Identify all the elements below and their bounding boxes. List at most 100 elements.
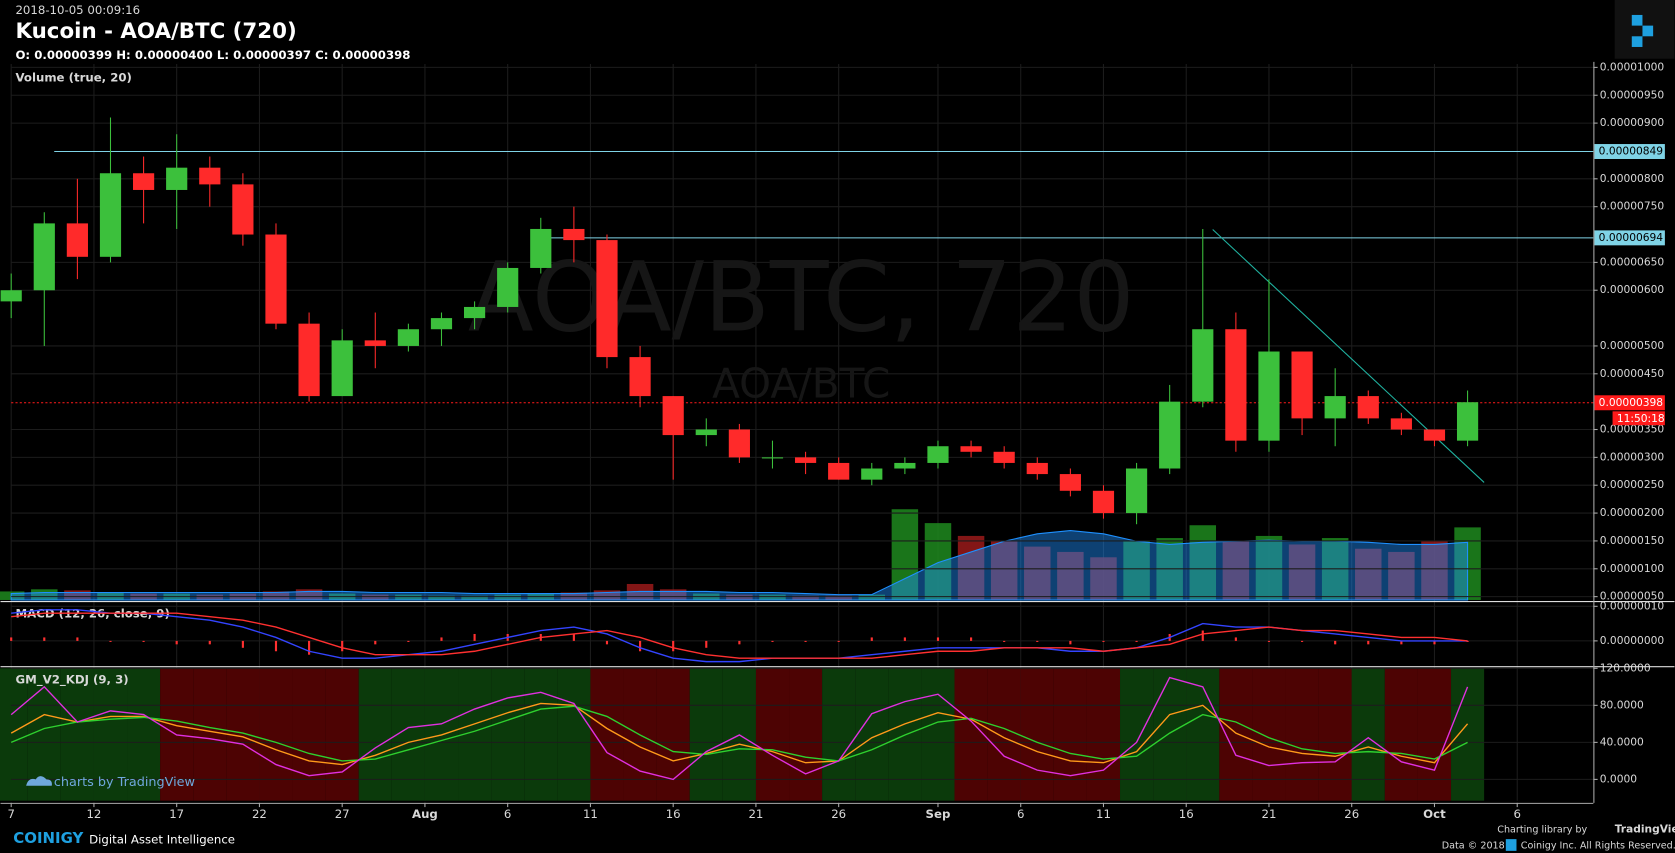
candle-body <box>728 429 750 458</box>
macd-histogram <box>109 640 112 642</box>
x-tick-label: 26 <box>1344 807 1359 821</box>
last-price-bg <box>1594 395 1665 411</box>
macd-histogram <box>1036 640 1039 642</box>
macd-histogram <box>837 640 840 642</box>
y-tick-label: 0.00000150 <box>1600 534 1665 547</box>
coinigy-mini-logo <box>1505 839 1517 851</box>
volume-bar <box>1421 541 1448 600</box>
macd-histogram <box>208 640 211 645</box>
candle-body <box>1258 351 1280 441</box>
kdj-band <box>689 668 723 801</box>
y-tick-label: 120.0000 <box>1600 661 1651 674</box>
candle-body <box>530 228 552 268</box>
price-label: 0.00000694 <box>1599 231 1664 244</box>
badge-icon <box>26 776 52 786</box>
logo <box>1614 0 1675 59</box>
candle-body <box>232 184 254 235</box>
kdj-band <box>60 668 94 801</box>
price-label-bg <box>1594 230 1665 246</box>
volume-bar <box>262 591 290 600</box>
kdj-band <box>292 668 326 801</box>
candle-body <box>894 462 916 469</box>
macd-histogram <box>1367 640 1370 645</box>
x-tick-label: 22 <box>252 807 267 821</box>
macd-histogram <box>175 640 178 645</box>
candle-body <box>331 340 353 397</box>
macd-histogram <box>903 637 906 641</box>
volume-bar <box>1222 541 1250 600</box>
candle-body <box>199 167 221 185</box>
kdj-band <box>1417 668 1452 801</box>
macd-histogram <box>440 637 443 641</box>
pane-title: GM_V2_KDJ (9, 3) <box>15 673 128 688</box>
kdj-band <box>93 668 128 801</box>
macd-histogram <box>1234 637 1237 641</box>
volume-bar <box>858 594 886 600</box>
kdj-band <box>921 668 955 801</box>
candle-body <box>1026 462 1048 475</box>
brand: COINIGY <box>13 829 83 847</box>
candle-body <box>0 290 22 302</box>
x-tick-label: Sep <box>926 807 951 821</box>
macd-histogram <box>1102 640 1105 642</box>
macd-histogram <box>738 640 741 645</box>
x-tick-label: 17 <box>169 807 184 821</box>
candle-body <box>66 223 88 257</box>
indicator-line <box>11 609 1468 663</box>
candle-body <box>463 306 486 319</box>
badge-text: charts by TradingView <box>54 775 195 790</box>
y-tick-label: 0.00000450 <box>1600 367 1665 380</box>
volume-bar <box>395 594 422 600</box>
volume-bar <box>792 595 819 600</box>
candle-body <box>861 468 883 480</box>
candle-body <box>563 228 585 241</box>
volume-bar <box>196 594 224 600</box>
indicator-line <box>10 702 1469 766</box>
candle-body <box>761 457 784 459</box>
kdj-band <box>987 668 1021 801</box>
kdj-band <box>1252 668 1286 801</box>
countdown: 11:50:18 <box>1617 412 1665 425</box>
candle-body <box>298 323 320 397</box>
y-tick-label: 0.00000000 <box>1600 634 1665 647</box>
macd-histogram <box>1301 640 1304 642</box>
x-tick-label: 11 <box>583 807 598 821</box>
kdj-band <box>1053 668 1087 801</box>
candle-body <box>1324 396 1346 419</box>
watermark-sub: AOA/BTC <box>712 359 890 407</box>
volume-bar <box>825 595 852 600</box>
kdj-band <box>755 668 790 801</box>
candle-body <box>1225 329 1247 441</box>
volume-bar <box>924 523 952 600</box>
last-price-label: 0.00000398 <box>1599 396 1664 409</box>
macd-histogram <box>572 633 575 641</box>
candle-body <box>1125 468 1148 514</box>
kdj-band <box>855 668 889 801</box>
candle-body <box>1423 429 1446 441</box>
pane-title: Volume (true, 20) <box>15 70 131 84</box>
kdj-band <box>557 668 591 801</box>
candle-body <box>497 267 519 307</box>
candle-body <box>1390 418 1412 430</box>
x-tick-label: 6 <box>1017 807 1024 821</box>
kdj-band <box>524 668 558 801</box>
volume-bar <box>64 590 91 600</box>
x-tick-label: 16 <box>666 807 681 821</box>
macd-histogram <box>1135 640 1138 642</box>
volume-bar <box>31 589 58 600</box>
macd-histogram <box>771 640 774 642</box>
y-tick-label: 0.00000750 <box>1600 200 1665 213</box>
logo-block <box>1631 14 1643 26</box>
volume-bar <box>494 594 521 600</box>
kdj-band <box>325 668 359 801</box>
volume-bar <box>1388 551 1415 600</box>
y-tick-label: 0.00001000 <box>1600 60 1665 73</box>
ohlc: O: 0.00000399 H: 0.00000400 L: 0.0000039… <box>15 48 410 62</box>
x-tick-label: 12 <box>86 807 101 821</box>
indicator-line <box>10 676 1469 781</box>
kdj-band <box>127 668 161 801</box>
y-tick-label: 0.00000350 <box>1600 423 1665 436</box>
candle-body <box>430 318 453 330</box>
x-tick-label: 21 <box>1262 807 1277 821</box>
